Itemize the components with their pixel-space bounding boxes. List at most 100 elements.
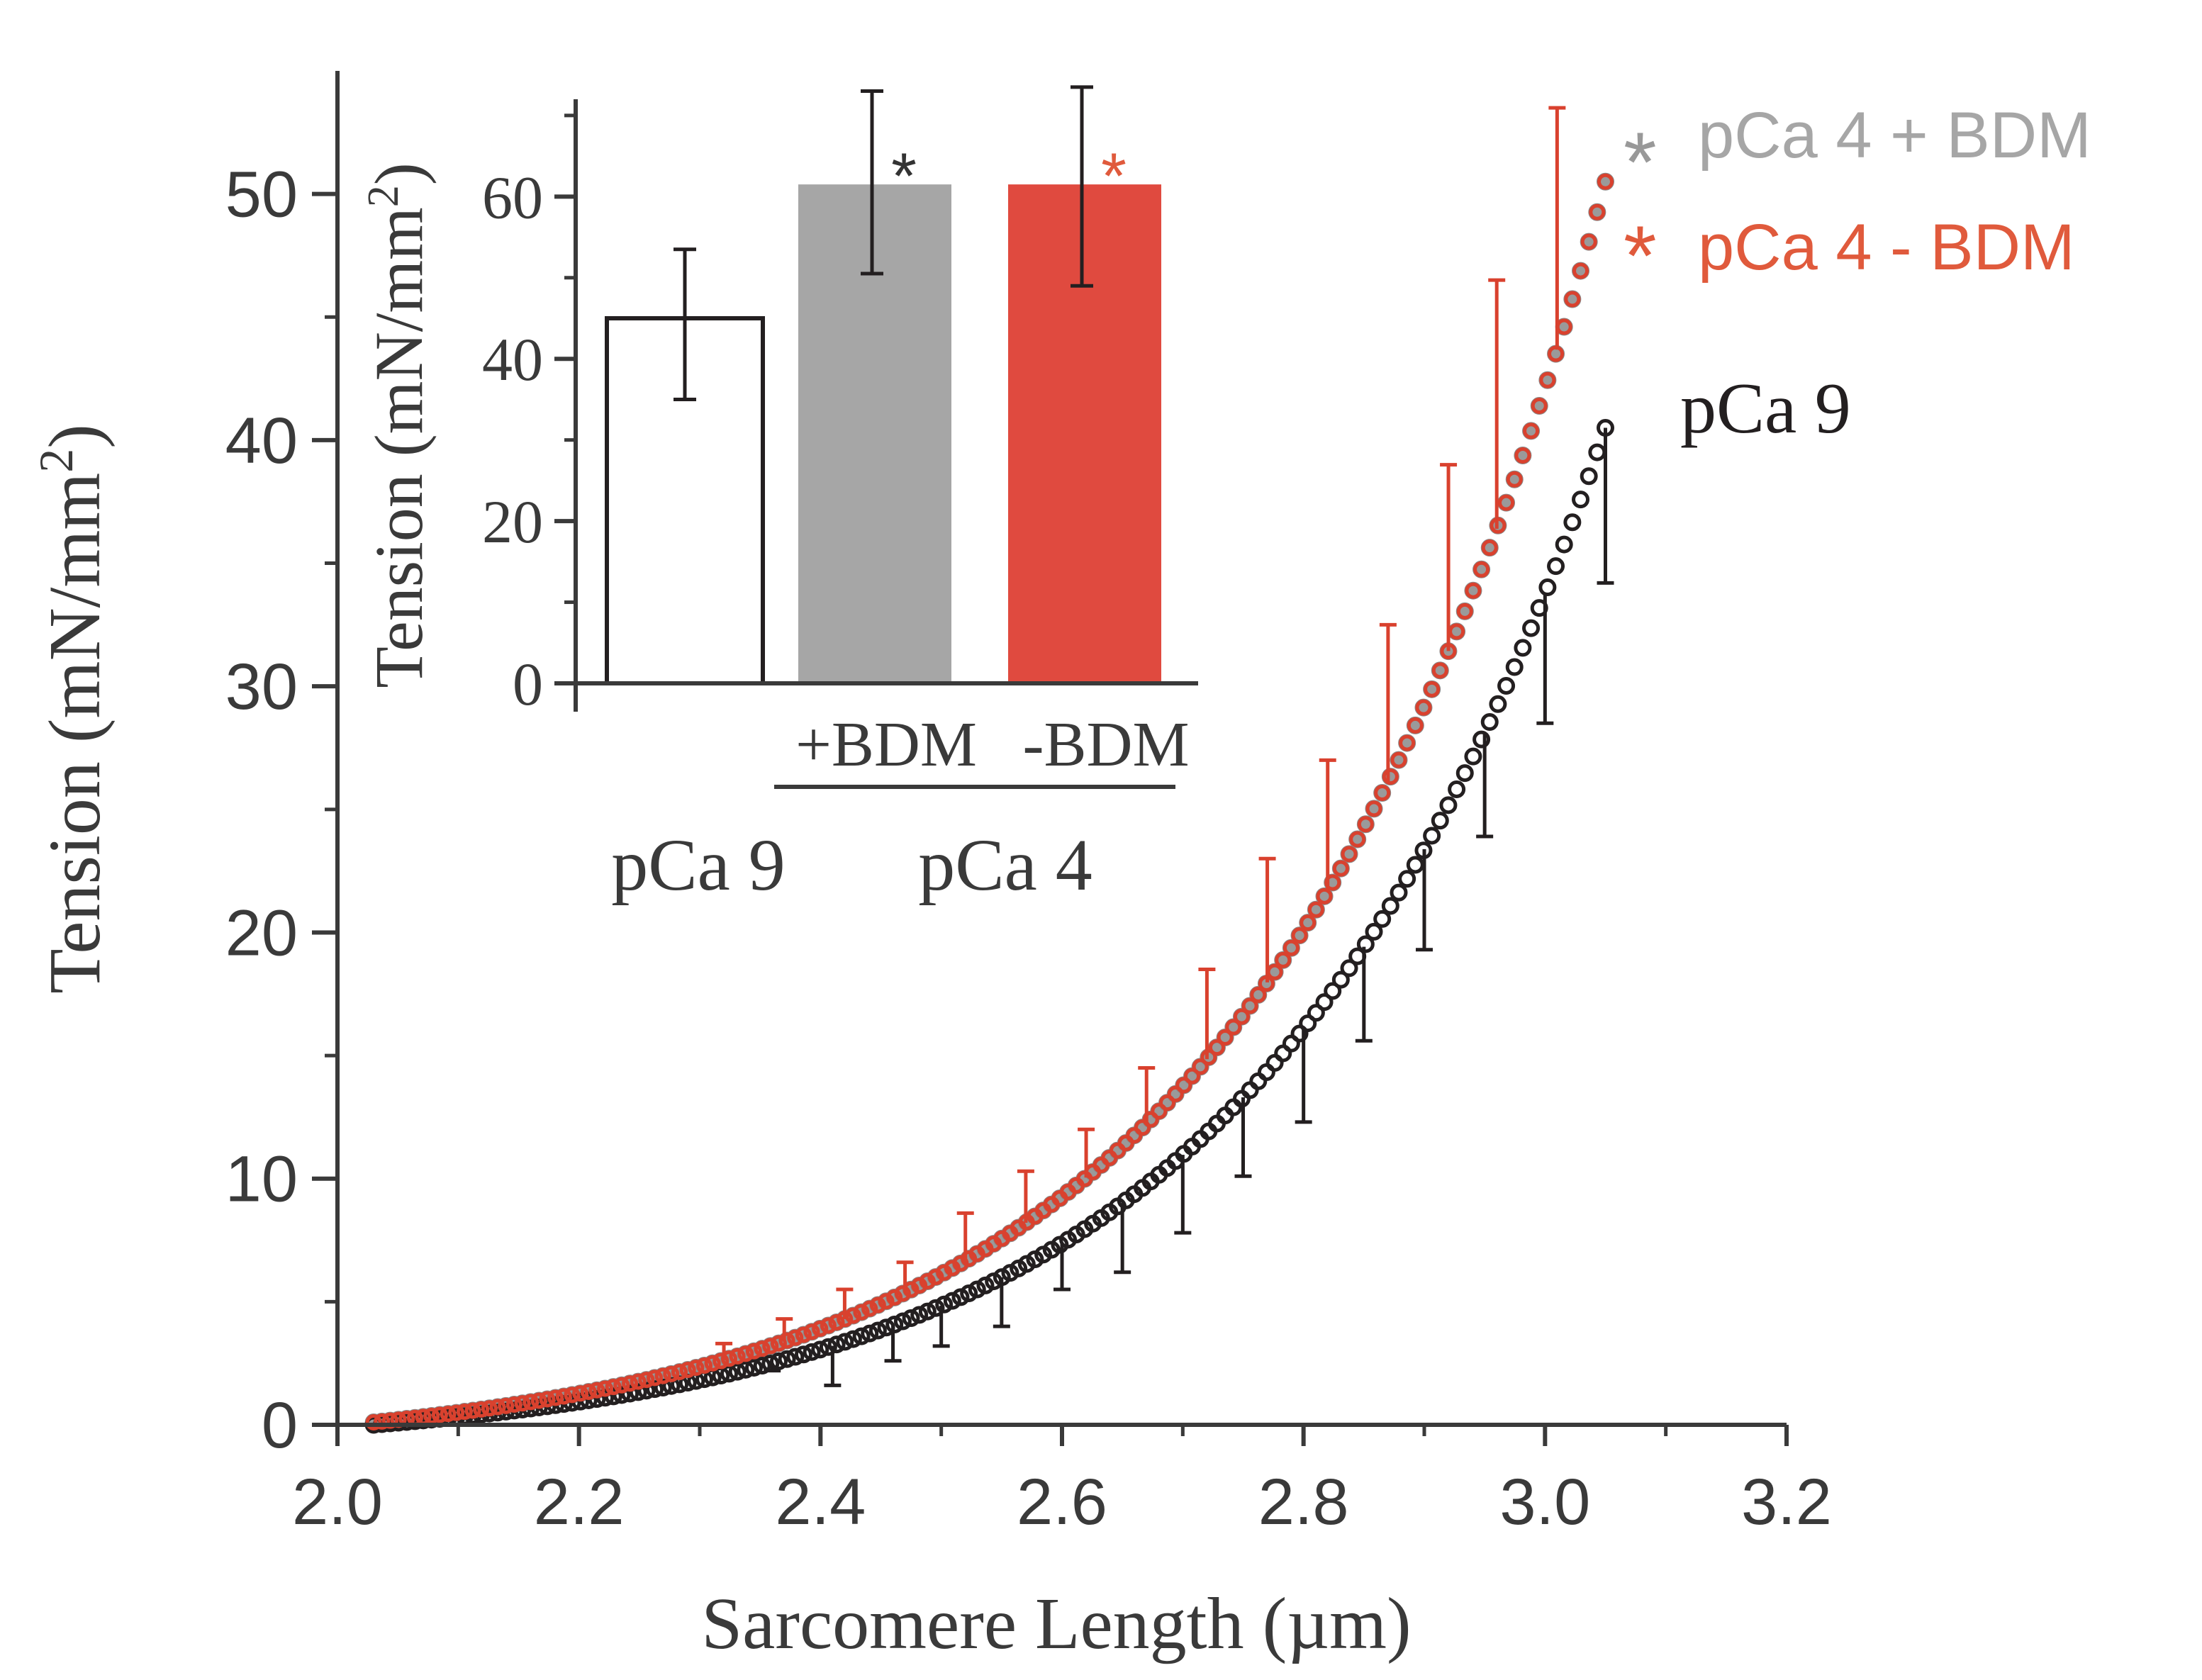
data-point — [753, 1357, 771, 1375]
data-point — [770, 1335, 787, 1352]
y-tick-label: 50 — [225, 159, 298, 231]
data-point — [1315, 993, 1334, 1012]
data-point — [943, 1292, 961, 1310]
data-point — [654, 1378, 672, 1396]
data-point — [1134, 1119, 1151, 1136]
x-tick-label: 2.8 — [1258, 1466, 1349, 1538]
data-point — [761, 1355, 780, 1373]
data-point — [754, 1340, 771, 1357]
legend-marker-pca4-minus-bdm: * — [1623, 208, 1657, 303]
data-point — [1589, 203, 1606, 220]
data-point — [1390, 751, 1407, 768]
data-point — [381, 1412, 398, 1429]
data-point — [1440, 643, 1457, 660]
data-point — [1572, 262, 1589, 279]
inset-y-tick-label: 20 — [482, 488, 543, 556]
y-tick-label: 40 — [225, 405, 298, 477]
data-point — [1455, 764, 1474, 783]
data-point — [498, 1397, 515, 1414]
data-point — [1299, 1014, 1317, 1033]
data-point — [1167, 1085, 1184, 1102]
inset-y-tick-label: 0 — [513, 650, 543, 718]
data-point — [820, 1317, 837, 1334]
y-tick-label: 30 — [225, 651, 298, 723]
data-point — [868, 1321, 887, 1340]
data-point — [869, 1297, 886, 1314]
data-point — [769, 1352, 788, 1370]
data-point — [1431, 812, 1449, 830]
data-point — [951, 1288, 970, 1306]
data-point — [1588, 443, 1606, 461]
data-point — [1597, 419, 1614, 437]
data-point — [1572, 491, 1590, 509]
data-point — [696, 1357, 713, 1374]
data-point — [902, 1309, 920, 1328]
legend-label-pca9: pCa 9 — [1680, 369, 1851, 449]
data-point — [1324, 874, 1341, 891]
data-point — [646, 1380, 664, 1399]
data-point — [423, 1407, 440, 1424]
data-point — [1365, 922, 1383, 941]
data-point — [1489, 695, 1507, 713]
y-tick-label: 10 — [225, 1143, 298, 1216]
data-point — [893, 1312, 912, 1331]
data-point — [1465, 582, 1482, 599]
data-point — [580, 1384, 597, 1401]
data-point — [737, 1345, 754, 1362]
series-pca-4-bdm — [365, 106, 1614, 1431]
main-series-layer — [364, 106, 1614, 1434]
data-point — [1192, 1058, 1209, 1075]
data-point — [762, 1338, 779, 1355]
data-point — [787, 1329, 804, 1346]
data-point — [794, 1345, 812, 1364]
data-point — [1307, 1004, 1325, 1022]
x-tick-label: 3.0 — [1499, 1466, 1590, 1538]
series-pca-9 — [364, 419, 1614, 1434]
data-point — [1233, 1008, 1250, 1025]
legend-label-pca4-plus-bdm: pCa 4 + BDM — [1698, 99, 2091, 172]
data-point — [827, 1335, 846, 1354]
data-point — [1564, 291, 1581, 308]
data-point — [1398, 870, 1416, 888]
data-point — [1291, 927, 1308, 944]
data-point — [1439, 796, 1458, 814]
data-point — [671, 1363, 688, 1380]
data-point — [744, 1358, 763, 1377]
data-point — [1331, 970, 1350, 989]
inset-axes: 0 20 40 60 — [482, 99, 1198, 718]
data-point — [647, 1370, 664, 1387]
data-point — [828, 1314, 845, 1331]
data-point — [1472, 730, 1491, 749]
data-point — [812, 1320, 829, 1337]
data-point — [1406, 856, 1424, 874]
inset-significance-marker: * — [891, 140, 917, 213]
data-point — [613, 1377, 630, 1394]
y-axis-label: Tension (mN/mm2) — [29, 424, 116, 994]
data-point — [911, 1277, 928, 1294]
data-point — [1498, 494, 1515, 511]
data-point — [1431, 662, 1448, 679]
x-axis-label: Sarcomere Length (µm) — [701, 1583, 1411, 1664]
data-point — [712, 1353, 730, 1370]
data-point — [1480, 713, 1499, 732]
x-tick-label: 2.6 — [1017, 1466, 1107, 1538]
data-point — [464, 1402, 481, 1419]
data-point — [1241, 1081, 1259, 1099]
x-tick-label: 2.2 — [534, 1466, 625, 1538]
data-point — [1349, 831, 1366, 848]
main-axes — [312, 71, 1789, 1446]
data-point — [1365, 800, 1382, 817]
data-point — [1399, 734, 1416, 751]
main-tick-labels: 2.0 2.2 2.4 2.6 2.8 3.0 3.2 0 10 20 30 40 50 — [225, 159, 1832, 1538]
data-point — [878, 1293, 895, 1310]
data-point — [1514, 447, 1531, 464]
data-point — [795, 1326, 812, 1343]
data-point — [1300, 914, 1317, 931]
data-point — [1373, 909, 1392, 928]
data-point — [637, 1382, 656, 1400]
data-point — [588, 1382, 605, 1399]
data-point — [1151, 1103, 1168, 1120]
data-point — [1563, 513, 1582, 532]
data-point — [728, 1362, 747, 1381]
data-point — [886, 1289, 903, 1306]
